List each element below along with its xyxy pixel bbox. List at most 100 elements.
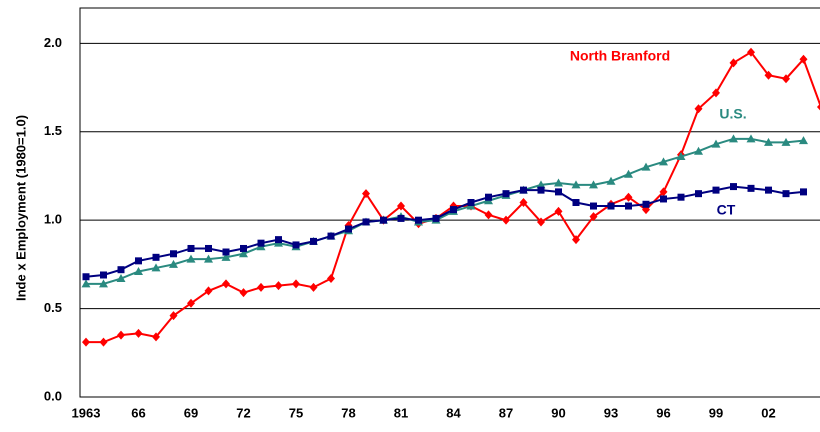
point <box>362 189 370 199</box>
point <box>730 183 737 191</box>
point <box>116 274 126 283</box>
point <box>746 134 756 143</box>
point <box>275 236 282 244</box>
point <box>660 195 667 203</box>
point <box>222 248 230 256</box>
point <box>152 253 160 261</box>
x-tick-label: 72 <box>236 405 250 420</box>
point <box>607 202 615 210</box>
point <box>624 169 633 178</box>
point <box>100 271 107 279</box>
point <box>205 244 212 252</box>
y-tick-label: 1.5 <box>44 123 62 138</box>
point <box>134 266 143 275</box>
series-line <box>86 137 804 285</box>
x-tick-label: 75 <box>289 405 303 420</box>
point <box>204 254 213 263</box>
y-tick-label: 0.5 <box>44 300 62 315</box>
point <box>729 134 738 143</box>
point <box>239 249 248 258</box>
point <box>781 137 791 146</box>
x-tick-label: 93 <box>604 405 618 420</box>
point <box>747 47 755 57</box>
point <box>274 281 283 291</box>
point <box>222 279 230 289</box>
point <box>817 103 820 111</box>
point <box>204 286 213 296</box>
point <box>82 337 90 347</box>
point <box>81 279 91 288</box>
point <box>467 199 475 206</box>
point <box>169 311 178 321</box>
point <box>187 244 195 252</box>
point <box>345 225 352 233</box>
x-tick-label: 99 <box>709 405 723 420</box>
point <box>432 214 440 222</box>
point <box>765 186 772 194</box>
point <box>555 188 562 196</box>
point <box>169 259 178 268</box>
y-tick-label: 2.0 <box>44 35 62 50</box>
point <box>257 239 265 247</box>
point <box>537 186 545 194</box>
point <box>782 74 790 84</box>
point <box>309 282 318 292</box>
point <box>641 162 651 171</box>
point <box>117 330 125 340</box>
series-line <box>85 185 804 278</box>
x-tick-label: 78 <box>341 405 355 420</box>
point <box>572 235 580 245</box>
point <box>694 104 703 114</box>
y-tick-label: 0.0 <box>44 388 62 403</box>
point <box>764 70 773 80</box>
x-tick-label: 66 <box>131 405 145 420</box>
point <box>659 157 668 166</box>
point <box>799 54 808 64</box>
point <box>782 190 790 198</box>
point <box>221 252 231 261</box>
point <box>800 188 807 196</box>
point <box>327 274 335 284</box>
point <box>170 250 177 258</box>
series-label: North Branford <box>570 48 670 64</box>
series-line <box>86 50 820 344</box>
point <box>712 186 720 194</box>
point <box>764 137 773 146</box>
point <box>82 273 90 281</box>
point <box>536 180 546 189</box>
x-tick-label: 1963 <box>72 405 101 420</box>
point <box>571 180 581 189</box>
point <box>292 279 300 289</box>
point <box>152 332 160 342</box>
point <box>572 199 580 206</box>
plot-frame <box>79 7 820 398</box>
point <box>362 218 370 226</box>
point <box>117 266 125 274</box>
point <box>625 202 632 210</box>
point <box>240 244 247 252</box>
point <box>151 263 161 272</box>
point <box>502 215 510 225</box>
point <box>747 184 755 192</box>
point <box>310 237 317 245</box>
y-axis-title: Inde x Employment (1980=1.0) <box>13 115 28 301</box>
point <box>537 217 545 227</box>
point <box>502 190 510 198</box>
point <box>135 257 142 265</box>
point <box>554 206 563 216</box>
point <box>484 210 493 220</box>
point <box>519 198 528 207</box>
point <box>606 176 616 185</box>
point <box>520 186 527 194</box>
point <box>711 139 721 148</box>
point <box>712 88 720 98</box>
point <box>676 152 686 161</box>
point <box>99 279 108 288</box>
point <box>624 192 633 202</box>
point <box>729 58 738 68</box>
x-tick-label: 96 <box>656 405 670 420</box>
point <box>415 216 422 224</box>
point <box>134 328 143 338</box>
x-tick-label: 84 <box>446 405 461 420</box>
